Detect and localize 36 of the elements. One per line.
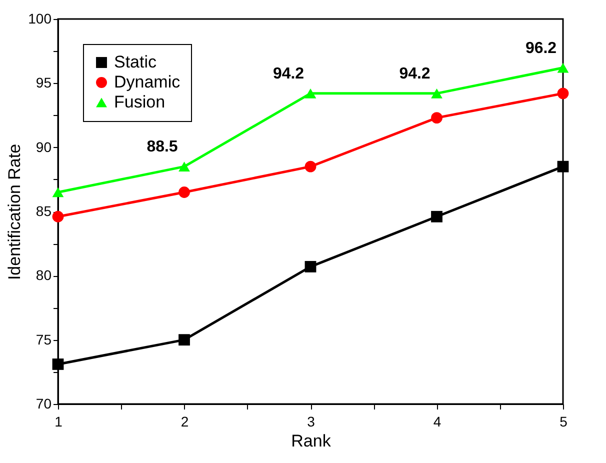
point — [52, 358, 64, 370]
point — [52, 187, 64, 198]
point — [178, 186, 190, 198]
y-tick-label: 75 — [36, 331, 52, 348]
x-tick-label: 4 — [433, 414, 442, 430]
legend-label: Dynamic — [114, 72, 181, 92]
x-tick-label: 3 — [307, 414, 316, 430]
point — [304, 260, 316, 272]
legend-label: Static — [114, 52, 158, 72]
y-tick-label: 95 — [36, 74, 52, 91]
point — [431, 88, 442, 98]
point — [52, 210, 64, 222]
point — [557, 88, 569, 100]
point — [178, 334, 190, 346]
x-tick-label: 2 — [180, 414, 189, 430]
y-tick-label: 70 — [36, 396, 52, 412]
y-tick-label: 85 — [36, 203, 52, 219]
y-tick-label: 90 — [36, 138, 52, 155]
annotation: 88.5 — [146, 138, 178, 156]
point — [178, 162, 190, 172]
point — [431, 112, 442, 124]
point — [431, 210, 442, 222]
x-tick-label: 5 — [560, 414, 568, 430]
point — [304, 160, 316, 172]
annotation: 94.2 — [399, 65, 430, 82]
point — [304, 88, 316, 98]
annotation: 96.2 — [525, 40, 557, 57]
y-tick-label: 100 — [28, 10, 52, 26]
annotation: 94.2 — [272, 65, 304, 82]
point — [557, 62, 569, 73]
point — [557, 160, 569, 172]
legend-label: Fusion — [114, 92, 166, 112]
x-axis-title: Rank — [291, 432, 332, 450]
y-tick-label: 80 — [36, 267, 52, 284]
x-tick-label: 1 — [54, 414, 63, 430]
y-axis-title: Identification Rate — [5, 144, 24, 280]
